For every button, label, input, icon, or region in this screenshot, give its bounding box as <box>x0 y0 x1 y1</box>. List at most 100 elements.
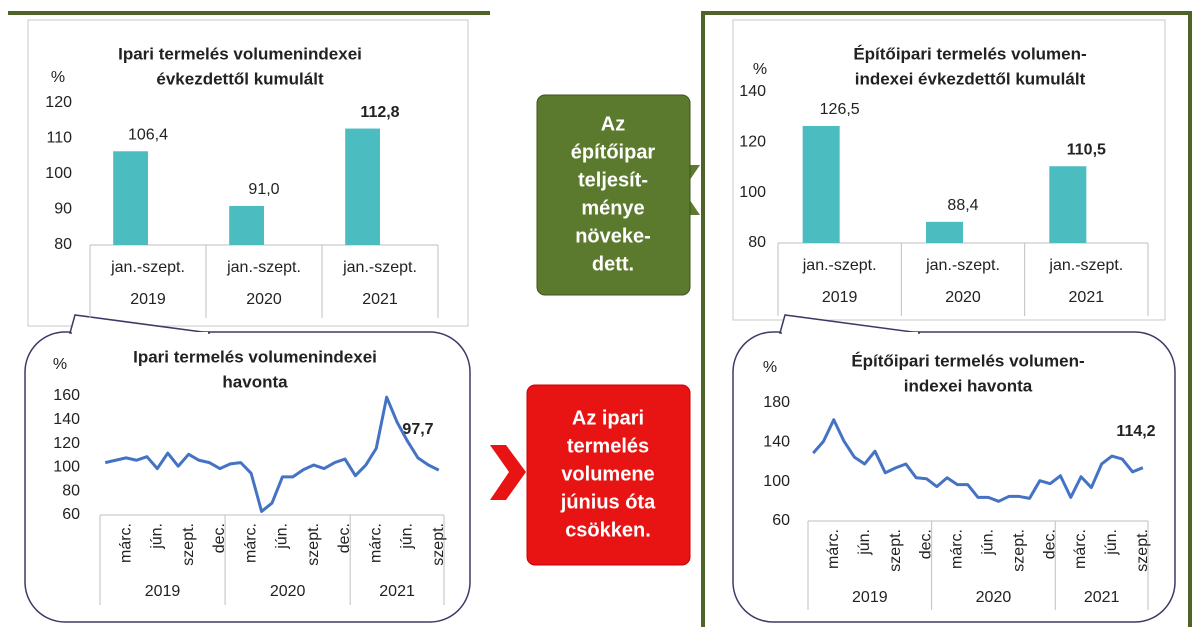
bar <box>113 151 148 245</box>
x-tick-label: dec. <box>1041 529 1058 559</box>
group-label: 2020 <box>945 289 981 306</box>
callout-text: Az <box>601 113 625 135</box>
value-label: 91,0 <box>248 181 279 198</box>
chart-title: havonta <box>222 372 288 391</box>
chart-title: Ipari termelés volumenindexei <box>118 44 362 63</box>
y-tick-label: 140 <box>739 83 766 100</box>
value-label: 114,2 <box>1116 423 1155 440</box>
y-tick-label: 80 <box>748 234 766 251</box>
x-tick-label: márc. <box>242 523 259 563</box>
group-label: 2021 <box>362 291 398 308</box>
x-tick-label: jún. <box>399 523 416 550</box>
callout-text: építőipar <box>571 141 656 163</box>
y-tick-label: 100 <box>53 459 80 476</box>
bar <box>229 205 264 245</box>
frames <box>8 11 1192 627</box>
x-tick-label: jún. <box>274 523 291 550</box>
line <box>812 418 1144 503</box>
callout-text: csökken. <box>565 519 651 541</box>
y-tick-label: 140 <box>53 411 80 428</box>
x-tick-label: márc. <box>825 529 842 569</box>
y-tick-label: 100 <box>45 165 72 182</box>
y-axis-label: % <box>763 359 777 376</box>
x-tick-label: jún. <box>980 529 997 556</box>
x-tick-label: márc. <box>1072 529 1089 569</box>
callout-text: dett. <box>592 253 634 275</box>
y-axis-label: % <box>753 61 767 78</box>
callout-text: ménye <box>581 197 644 219</box>
x-tick-label: jan.-szept. <box>925 257 1000 274</box>
x-tick-label: jan.-szept. <box>110 259 185 276</box>
callout-text: volumene <box>561 463 654 485</box>
x-tick-label: dec. <box>918 529 935 559</box>
y-tick-label: 90 <box>54 201 72 218</box>
chart-title: indexei évkezdettől kumulált <box>855 69 1086 88</box>
bar <box>1049 166 1087 243</box>
callout-text: növeke- <box>575 225 651 247</box>
y-tick-label: 60 <box>62 506 80 523</box>
x-tick-label: jún. <box>1103 529 1120 556</box>
y-tick-label: 140 <box>763 434 790 451</box>
x-tick-label: dec. <box>211 523 228 553</box>
bar <box>802 125 840 243</box>
value-label: 126,5 <box>820 101 860 118</box>
group-label: 2019 <box>145 583 181 600</box>
x-tick-label: szept. <box>1134 529 1151 572</box>
group-label: 2019 <box>852 589 888 606</box>
y-tick-label: 180 <box>763 394 790 411</box>
chart-title: Építőipari termelés volumen- <box>853 44 1086 63</box>
group-label: 2021 <box>379 583 415 600</box>
callout-box <box>536 94 691 296</box>
y-axis-label: % <box>53 356 67 373</box>
value-label: 106,4 <box>128 126 168 143</box>
value-label: 88,4 <box>947 197 978 214</box>
callout-box <box>526 384 691 566</box>
y-tick-label: 120 <box>739 134 766 151</box>
x-tick-label: szept. <box>1010 529 1027 572</box>
x-tick-label: márc. <box>949 529 966 569</box>
bar <box>926 221 963 243</box>
group-label: 2020 <box>976 589 1012 606</box>
x-tick-label: jan.-szept. <box>226 259 301 276</box>
y-tick-label: 80 <box>54 236 72 253</box>
value-label: 110,5 <box>1067 141 1106 158</box>
group-label: 2019 <box>130 291 166 308</box>
callout-text: Az ipari <box>572 407 644 429</box>
x-tick-label: jún. <box>149 523 166 550</box>
chart-title: indexei havonta <box>904 376 1033 395</box>
chart-title: Építőipari termelés volumen- <box>851 351 1084 370</box>
y-tick-label: 100 <box>739 184 766 201</box>
x-tick-label: szept. <box>305 523 322 566</box>
x-tick-label: márc. <box>117 523 134 563</box>
x-tick-label: jan.-szept. <box>342 259 417 276</box>
chart-title: Ipari termelés volumenindexei <box>133 347 377 366</box>
x-tick-label: szept. <box>887 529 904 572</box>
group-label: 2021 <box>1069 289 1105 306</box>
y-tick-label: 110 <box>46 130 72 147</box>
value-label: 97,7 <box>402 421 433 438</box>
y-tick-label: 120 <box>53 435 80 452</box>
callout-text: termelés <box>567 435 649 457</box>
group-label: 2020 <box>246 291 282 308</box>
callout-text: június óta <box>560 491 656 513</box>
y-tick-label: 60 <box>772 512 790 529</box>
callout-text: teljesít- <box>578 169 648 191</box>
x-tick-label: szept. <box>430 523 447 566</box>
line <box>104 395 440 513</box>
group-label: 2021 <box>1084 589 1120 606</box>
x-tick-label: szept. <box>180 523 197 566</box>
x-tick-label: márc. <box>367 523 384 563</box>
y-tick-label: 160 <box>53 387 80 404</box>
group-label: 2019 <box>822 289 858 306</box>
bar <box>345 128 380 245</box>
chart-title: évkezdettől kumulált <box>156 69 324 88</box>
group-label: 2020 <box>270 583 306 600</box>
y-tick-label: 100 <box>763 473 790 490</box>
value-label: 112,8 <box>360 104 399 121</box>
y-tick-label: 80 <box>62 482 80 499</box>
y-tick-label: 120 <box>45 94 72 111</box>
x-tick-label: jún. <box>856 529 873 556</box>
x-tick-label: jan.-szept. <box>1048 257 1123 274</box>
y-axis-label: % <box>51 69 65 86</box>
